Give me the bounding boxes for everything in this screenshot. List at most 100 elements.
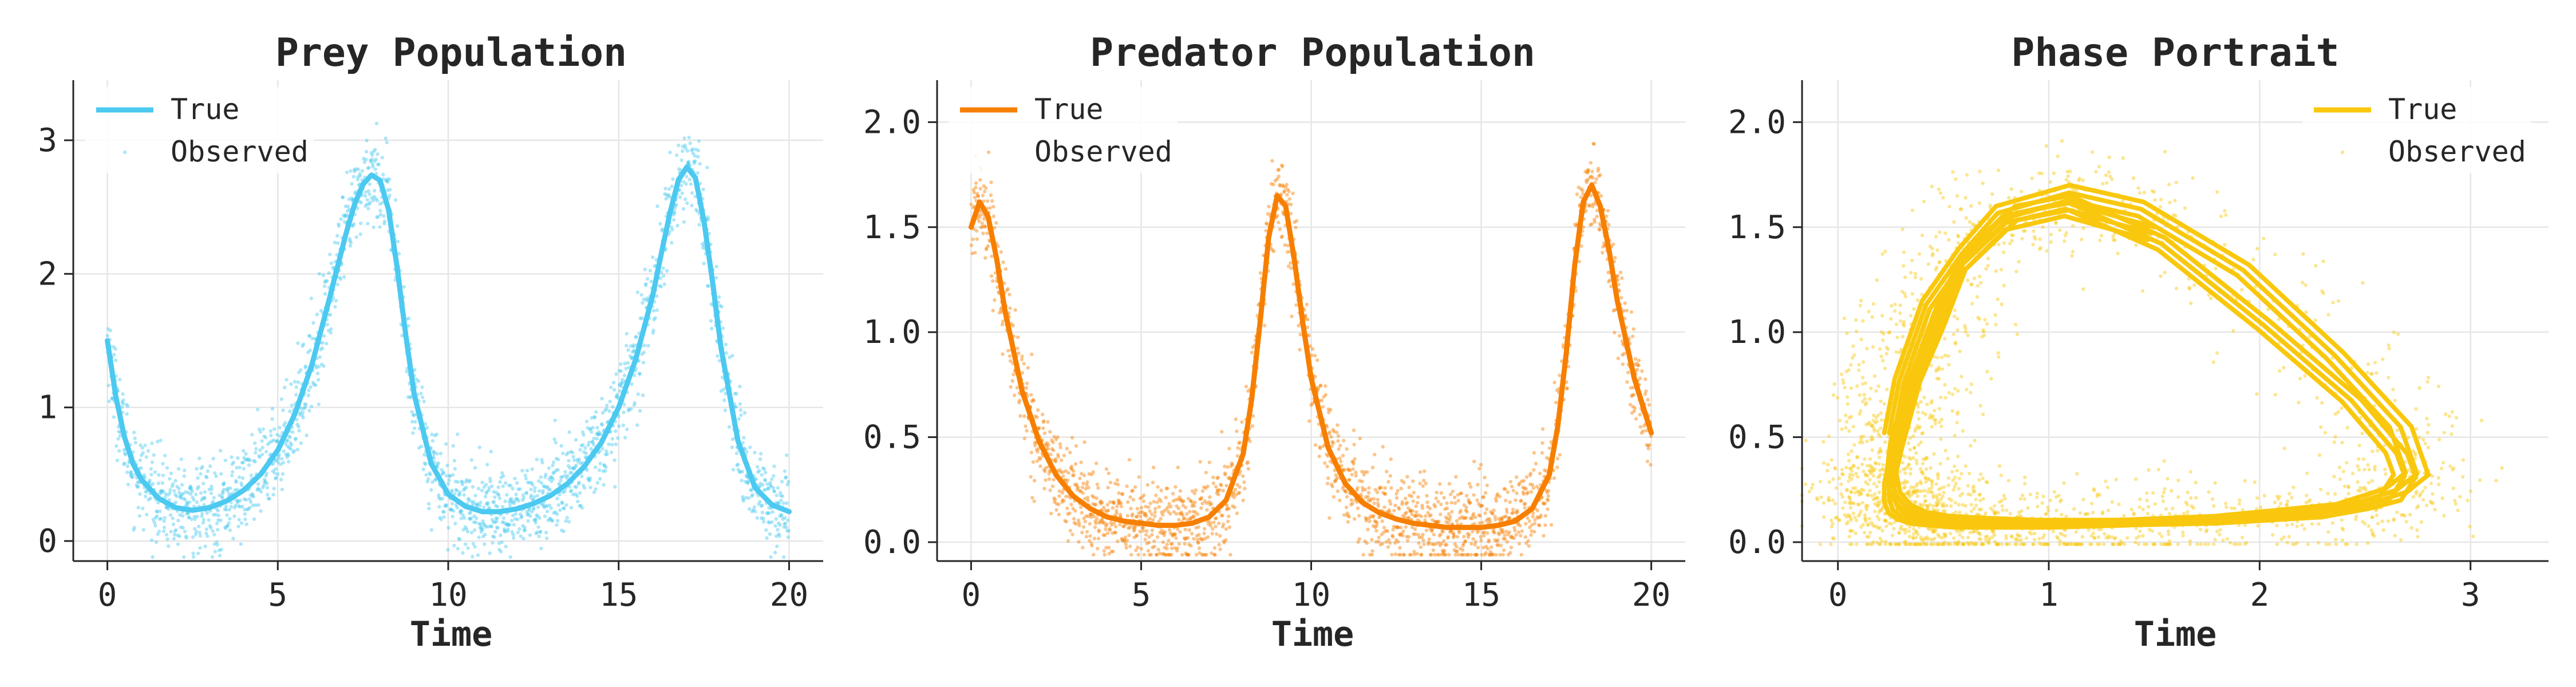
observed-point bbox=[163, 495, 167, 500]
observed-point bbox=[212, 532, 216, 537]
observed-point bbox=[1947, 390, 1951, 395]
observed-point bbox=[1119, 504, 1124, 508]
observed-point bbox=[1841, 378, 1845, 382]
observed-point bbox=[1157, 505, 1161, 509]
observed-point bbox=[638, 409, 642, 413]
observed-point bbox=[1547, 489, 1551, 493]
observed-point bbox=[1494, 499, 1499, 503]
observed-point bbox=[1912, 307, 1916, 311]
observed-point bbox=[179, 457, 184, 461]
observed-point bbox=[1061, 474, 1065, 479]
observed-point bbox=[473, 493, 477, 498]
observed-point bbox=[126, 482, 131, 487]
observed-point bbox=[1032, 398, 1036, 402]
observed-point bbox=[293, 437, 298, 441]
observed-point bbox=[471, 502, 475, 506]
observed-point bbox=[641, 301, 645, 305]
observed-point bbox=[479, 500, 483, 504]
observed-point bbox=[635, 290, 639, 294]
observed-point bbox=[1503, 487, 1507, 491]
observed-point bbox=[1016, 346, 1020, 350]
observed-point bbox=[121, 398, 125, 402]
observed-point bbox=[1436, 500, 1440, 504]
observed-point bbox=[1514, 475, 1519, 479]
legend-true-label: True bbox=[171, 93, 239, 126]
observed-point bbox=[1192, 504, 1196, 508]
observed-point bbox=[272, 487, 276, 491]
observed-point bbox=[1056, 435, 1060, 439]
observed-point bbox=[276, 472, 280, 476]
observed-point bbox=[218, 554, 222, 558]
observed-point bbox=[365, 202, 369, 206]
observed-point bbox=[1306, 317, 1310, 322]
observed-point bbox=[206, 534, 210, 538]
observed-point bbox=[113, 358, 118, 362]
observed-point bbox=[1943, 448, 1947, 453]
observed-point bbox=[164, 492, 168, 496]
observed-point bbox=[299, 368, 303, 372]
observed-point bbox=[639, 293, 643, 297]
observed-point bbox=[1448, 518, 1452, 522]
observed-point bbox=[291, 430, 295, 435]
observed-point bbox=[569, 449, 573, 454]
observed-point bbox=[1439, 491, 1444, 495]
observed-point bbox=[1575, 192, 1579, 196]
observed-point bbox=[488, 551, 492, 555]
observed-point bbox=[1104, 527, 1108, 531]
observed-point bbox=[143, 494, 148, 499]
observed-point bbox=[175, 484, 179, 489]
observed-point bbox=[1298, 333, 1302, 337]
observed-point bbox=[688, 141, 692, 145]
observed-point bbox=[468, 511, 472, 515]
observed-point bbox=[1165, 486, 1170, 491]
observed-point bbox=[303, 402, 307, 406]
observed-point bbox=[500, 471, 504, 475]
observed-point bbox=[1042, 419, 1046, 423]
observed-point bbox=[1994, 269, 1998, 273]
observed-point bbox=[546, 485, 550, 489]
observed-point bbox=[1488, 519, 1492, 524]
observed-point bbox=[207, 487, 211, 492]
observed-point bbox=[1218, 547, 1222, 551]
observed-point bbox=[433, 433, 437, 437]
observed-point bbox=[1405, 475, 1409, 479]
observed-point bbox=[193, 532, 198, 536]
observed-point bbox=[1473, 515, 1477, 519]
observed-point bbox=[544, 485, 548, 489]
observed-point bbox=[307, 409, 311, 413]
observed-point bbox=[184, 489, 188, 494]
observed-point bbox=[1512, 536, 1516, 540]
observed-point bbox=[1084, 535, 1089, 539]
observed-point bbox=[582, 486, 587, 490]
observed-point bbox=[671, 218, 676, 222]
observed-point bbox=[538, 516, 542, 520]
observed-point bbox=[301, 416, 305, 420]
observed-point bbox=[378, 212, 383, 217]
observed-point bbox=[1473, 540, 1478, 544]
observed-point bbox=[1858, 393, 1862, 397]
observed-point bbox=[1192, 491, 1197, 496]
observed-point bbox=[143, 475, 147, 479]
observed-point bbox=[682, 180, 686, 184]
observed-point bbox=[371, 165, 375, 169]
observed-point bbox=[1349, 498, 1353, 502]
observed-point bbox=[483, 523, 487, 527]
observed-point bbox=[358, 174, 362, 178]
observed-point bbox=[258, 448, 262, 452]
observed-point bbox=[535, 457, 539, 461]
observed-point bbox=[467, 480, 471, 484]
observed-point bbox=[631, 345, 635, 349]
observed-point bbox=[764, 471, 768, 475]
observed-point bbox=[270, 406, 275, 411]
observed-point bbox=[621, 423, 626, 428]
observed-point bbox=[124, 402, 129, 407]
observed-point bbox=[758, 452, 763, 456]
observed-point bbox=[464, 542, 468, 546]
observed-point bbox=[396, 224, 400, 228]
observed-point bbox=[1445, 501, 1449, 506]
observed-point bbox=[1370, 465, 1375, 469]
observed-point bbox=[460, 479, 464, 484]
observed-point bbox=[456, 432, 460, 436]
observed-point bbox=[278, 434, 282, 438]
observed-point bbox=[471, 555, 475, 559]
